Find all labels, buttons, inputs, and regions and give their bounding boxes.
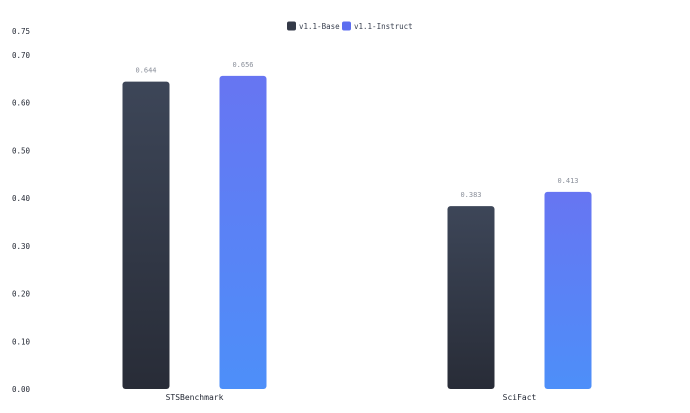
bar-instruct-stsbenchmark	[219, 75, 267, 390]
bars	[122, 75, 592, 390]
legend-item-base[interactable]: v1.1-Base	[287, 21, 340, 32]
y-tick-label: 0.75	[12, 27, 30, 36]
y-axis-ticks: 0.00 0.10 0.20 0.30 0.40 0.50 0.60 0.70 0.75	[12, 27, 31, 394]
legend-swatch	[287, 21, 296, 31]
y-tick-label: 0.00	[12, 385, 31, 394]
value-labels: 0.644 0.656 0.383 0.413	[135, 61, 578, 199]
bar-base-stsbenchmark	[122, 81, 170, 389]
legend: v1.1-Base v1.1-Instruct	[287, 21, 413, 32]
y-tick-label: 0.30	[12, 242, 31, 251]
data-label: 0.644	[135, 67, 156, 75]
legend-label: v1.1-Instruct	[354, 22, 413, 31]
y-tick-label: 0.50	[12, 146, 31, 155]
data-label: 0.656	[232, 61, 253, 69]
x-tick-label: STSBenchmark	[166, 393, 224, 402]
legend-item-instruct[interactable]: v1.1-Instruct	[342, 21, 413, 32]
y-tick-label: 0.20	[12, 290, 31, 299]
x-axis-ticks: STSBenchmark SciFact	[166, 393, 537, 402]
y-tick-label: 0.70	[12, 51, 31, 60]
bar-instruct-scifact	[544, 191, 592, 389]
y-tick-label: 0.60	[12, 99, 31, 108]
y-tick-label: 0.40	[12, 194, 31, 203]
x-tick-label: SciFact	[503, 393, 537, 402]
legend-swatch	[342, 21, 351, 31]
y-tick-label: 0.10	[12, 337, 31, 346]
legend-label: v1.1-Base	[299, 22, 340, 31]
bar-base-scifact	[447, 206, 495, 389]
data-label: 0.383	[460, 191, 481, 199]
data-label: 0.413	[557, 177, 578, 185]
